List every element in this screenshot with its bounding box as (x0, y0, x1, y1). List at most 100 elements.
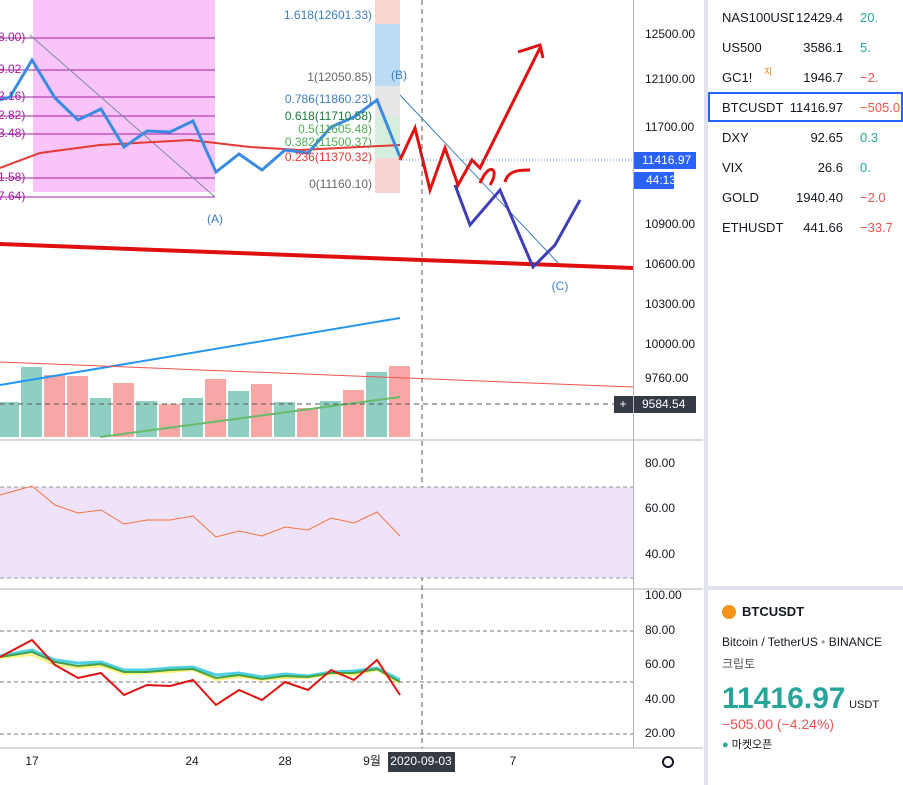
last-price: 11416.97 (789, 100, 843, 115)
ma-line (99, 396, 401, 438)
time-tick-label: 9월 (363, 754, 381, 768)
fib-label: 1.618(12601.33) (284, 8, 372, 22)
watchlist-row[interactable]: GOLD 1940.40 −2.0 (708, 182, 903, 212)
watchlist: NAS100USD 12429.4 20. US500 3586.1 5. GC1! 1946… (708, 0, 903, 242)
rsi-band (0, 487, 633, 578)
price-tick-label: 9760.00 (645, 371, 689, 385)
fib-label: 0.236(11370.32) (285, 150, 372, 164)
add-icon[interactable]: + (619, 397, 626, 411)
watchlist-row[interactable]: GC1! 1946.7 −2. 지 (708, 62, 903, 92)
category: 크립토 (722, 657, 756, 671)
price-tick-label: 12500.00 (645, 27, 695, 41)
change: 5. (860, 40, 871, 55)
wave-label: (B) (391, 68, 407, 82)
stoch-tick-label: 100.00 (645, 588, 682, 602)
last-price: 26.6 (817, 160, 843, 175)
right-panel: NAS100USD 12429.4 20. US500 3586.1 5. GC1! 1946… (704, 0, 903, 785)
watchlist-row[interactable]: VIX 26.6 0. (708, 152, 903, 182)
trend-line (29, 34, 216, 198)
symbol: VIX (722, 160, 743, 175)
change: 20. (860, 10, 879, 25)
last-price-box (634, 152, 696, 169)
price: 11416.97 (722, 682, 846, 715)
rsi-tick-label: 40.00 (645, 547, 675, 561)
fib-label: 8.00) (0, 30, 25, 44)
crosshair-price: 9584.54 (642, 397, 686, 411)
symbol: BTCUSDT (742, 604, 805, 619)
settings-icon[interactable] (662, 756, 674, 768)
badge: 지 (764, 67, 773, 77)
fib-lines (0, 37, 215, 198)
fib-label: 0(11160.10) (309, 177, 372, 191)
ma-line (0, 138, 401, 169)
last-price: 92.65 (810, 130, 843, 145)
handwriting (398, 43, 545, 196)
stoch-tick-label: 20.00 (645, 726, 675, 740)
rsi-line (0, 485, 401, 538)
fib-label: 0.5(11605.48) (298, 122, 372, 136)
fib-label: 0.618(11710.58) (285, 109, 372, 123)
rsi-tick-label: 60.00 (645, 501, 675, 515)
last-price: 3586.1 (803, 40, 843, 55)
drawing (453, 184, 582, 270)
watchlist-row[interactable]: NAS100USD 12429.4 20. (708, 2, 903, 32)
fib-block (375, 0, 400, 24)
add-button[interactable] (614, 396, 633, 413)
symbol: US500 (722, 40, 762, 55)
price-tick-label: 10000.00 (645, 337, 695, 351)
change: −505.0 (860, 100, 901, 115)
wave-label: (A) (207, 212, 223, 226)
fib-label: 0.786(11860.23) (285, 92, 372, 106)
symbol: GC1! (722, 70, 753, 85)
trend-line (0, 361, 634, 388)
change: −2.0 (860, 190, 886, 205)
ma-line (0, 317, 401, 386)
last-price: 11416.97 (642, 153, 691, 167)
fib-label: 3.48) (0, 126, 25, 140)
chart-area[interactable]: + 12500.00 12100.00 11700.00 10900.00 10600.… (0, 0, 703, 785)
watchlist-row[interactable]: BTCUSDT 11416.97 −505.0 (708, 92, 903, 122)
stoch-line (0, 638, 401, 707)
fib-block (375, 86, 400, 116)
symbol: NAS100USD (722, 10, 794, 25)
fib-label: 1(12050.85) (307, 70, 372, 84)
description: Bitcoin / TetherUS (722, 635, 818, 649)
fib-label: 1.58) (0, 170, 25, 184)
price-tick-label: 11700.00 (645, 120, 694, 134)
last-price: 1946.7 (803, 70, 843, 85)
symbol-info: BTCUSDT Bitcoin / TetherUS • BINANCE 크립토… (708, 586, 903, 766)
time-tick-label: 24 (185, 754, 199, 768)
last-price: 441.66 (803, 220, 843, 235)
coin-icon (722, 604, 736, 619)
price-tick-label: 10300.00 (645, 297, 695, 311)
symbol: ETHUSDT (722, 220, 784, 235)
fib-label: 0.382(11500.37) (285, 135, 372, 149)
watchlist-row[interactable]: DXY 92.65 0.3 (708, 122, 903, 152)
fib-label: 2.82) (0, 108, 25, 122)
stoch-tick-label: 60.00 (645, 657, 675, 671)
time-tick-label: 17 (25, 754, 39, 768)
countdown: 44:13 (646, 173, 676, 187)
fib-block (375, 158, 400, 193)
symbol: DXY (722, 130, 749, 145)
stoch-tick-label: 80.00 (645, 623, 675, 637)
last-price: 12429.4 (796, 10, 843, 25)
change: 0. (860, 160, 871, 175)
watchlist-row[interactable]: US500 3586.1 5. (708, 32, 903, 62)
stoch-line (0, 653, 401, 685)
rsi-tick-label: 80.00 (645, 456, 675, 470)
fib-zone (33, 0, 215, 192)
wave-label: (C) (552, 279, 569, 293)
crosshair-date-box (388, 752, 455, 772)
time-tick-label: 7 (510, 754, 517, 768)
watchlist-row[interactable]: ETHUSDT 441.66 −33.7 (708, 212, 903, 242)
volume-bars (0, 366, 410, 437)
currency: USDT (849, 699, 880, 711)
exchange: BINANCE (828, 635, 883, 649)
countdown-box (634, 172, 674, 189)
change: −2. (860, 70, 879, 85)
stoch-tick-label: 40.00 (645, 692, 675, 706)
price-tick-label: 10600.00 (645, 257, 695, 271)
last-price: 1940.40 (796, 190, 843, 205)
